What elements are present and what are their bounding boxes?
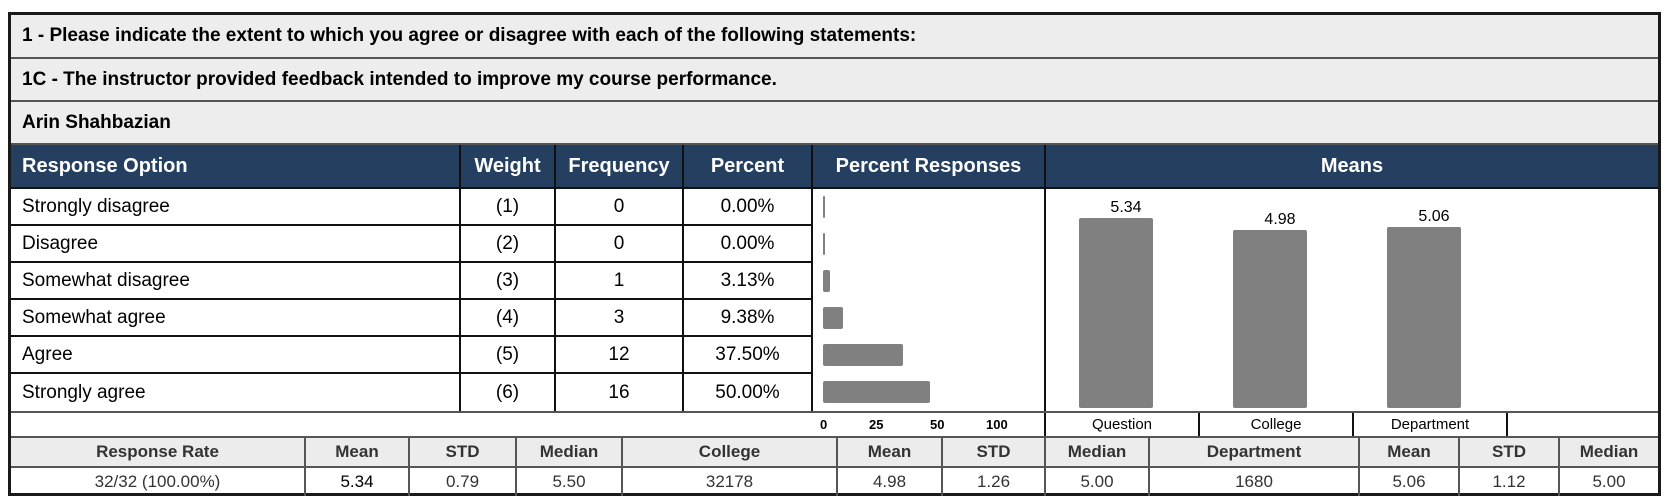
chart-axis-row: 0 25 50 100 Question College Department: [11, 411, 1658, 438]
summary-department-std: 1.12: [1460, 468, 1560, 496]
summary-header-department-mean: Mean: [1360, 438, 1460, 468]
summary-header-median: Median: [517, 438, 623, 468]
row-option: Disagree: [11, 226, 461, 263]
percent-bar: [823, 233, 825, 255]
header-percent-responses: Percent Responses: [813, 145, 1046, 189]
means-label-college: College: [1200, 413, 1354, 436]
mean-value-label: 5.34: [1110, 199, 1142, 216]
row-frequency: 1: [556, 263, 684, 300]
question-report-table: 1 - Please indicate the extent to which …: [8, 12, 1661, 496]
summary-department-count: 1680: [1150, 468, 1360, 496]
axis-tick: 50: [930, 417, 945, 432]
header-frequency: Frequency: [556, 145, 684, 189]
summary-header-college-median: Median: [1046, 438, 1150, 468]
row-weight: (4): [461, 300, 556, 337]
row-percent: 0.00%: [684, 226, 813, 263]
row-frequency: 0: [556, 226, 684, 263]
percent-axis: 0 25 50 100: [813, 413, 1046, 436]
summary-header-college: College: [623, 438, 838, 468]
row-option: Strongly agree: [11, 374, 461, 411]
means-label-department: Department: [1354, 413, 1508, 436]
percent-bar: [823, 344, 903, 366]
question-group-title: 1 - Please indicate the extent to which …: [11, 15, 1658, 59]
row-option: Somewhat agree: [11, 300, 461, 337]
means-chart: 5.34 4.98 5.06: [1046, 189, 1658, 411]
mean-bar-department: [1387, 227, 1461, 408]
row-frequency: 3: [556, 300, 684, 337]
summary-header-college-mean: Mean: [838, 438, 943, 468]
summary-response-rate: 32/32 (100.00%): [11, 468, 306, 496]
summary-header-mean: Mean: [306, 438, 410, 468]
row-weight: (3): [461, 263, 556, 300]
mean-value-label: 4.98: [1264, 211, 1296, 228]
summary-college-std: 1.26: [943, 468, 1046, 496]
row-option: Agree: [11, 337, 461, 374]
row-weight: (5): [461, 337, 556, 374]
summary-header-college-std: STD: [943, 438, 1046, 468]
summary-median: 5.50: [517, 468, 623, 496]
summary-college-count: 32178: [623, 468, 838, 496]
header-response-option: Response Option: [11, 145, 461, 189]
question-item-title: 1C - The instructor provided feedback in…: [11, 59, 1658, 102]
row-frequency: 16: [556, 374, 684, 411]
means-label-question: Question: [1046, 413, 1200, 436]
summary-department-median: 5.00: [1592, 472, 1626, 491]
axis-tick: 25: [869, 417, 884, 432]
mean-value-label: 5.06: [1418, 208, 1450, 225]
summary-std: 0.79: [410, 468, 517, 496]
percent-bar: [823, 307, 843, 329]
summary-mean: 5.34: [306, 468, 410, 496]
row-percent: 0.00%: [684, 189, 813, 226]
row-frequency: 0: [556, 189, 684, 226]
row-percent: 50.00%: [684, 374, 813, 411]
row-option: Strongly disagree: [11, 189, 461, 226]
summary-department-mean: 5.06: [1360, 468, 1460, 496]
summary-header-department-std: STD: [1460, 438, 1560, 468]
summary-header-department: Department: [1150, 438, 1360, 468]
summary-header-std: STD: [410, 438, 517, 468]
instructor-name: Arin Shahbazian: [11, 102, 1658, 145]
summary-college-median: 5.00: [1046, 468, 1150, 496]
row-frequency: 12: [556, 337, 684, 374]
axis-tick: 0: [820, 417, 828, 432]
summary-college-mean: 4.98: [838, 468, 943, 496]
row-percent: 3.13%: [684, 263, 813, 300]
axis-tick: 100: [986, 417, 1008, 432]
percent-responses-chart: [813, 189, 1046, 411]
header-percent: Percent: [684, 145, 813, 189]
mean-bar-question: [1079, 218, 1153, 408]
summary-header-response-rate: Response Rate: [11, 438, 306, 468]
percent-bar: [823, 381, 930, 403]
row-option: Somewhat disagree: [11, 263, 461, 300]
row-percent: 37.50%: [684, 337, 813, 374]
summary-header-department-median: Median: [1560, 438, 1658, 468]
row-percent: 9.38%: [684, 300, 813, 337]
row-weight: (2): [461, 226, 556, 263]
row-weight: (6): [461, 374, 556, 411]
percent-bar: [823, 196, 825, 218]
header-weight: Weight: [461, 145, 556, 189]
header-means: Means: [1046, 145, 1658, 189]
percent-bar: [823, 270, 830, 292]
row-weight: (1): [461, 189, 556, 226]
mean-bar-college: [1233, 230, 1307, 408]
